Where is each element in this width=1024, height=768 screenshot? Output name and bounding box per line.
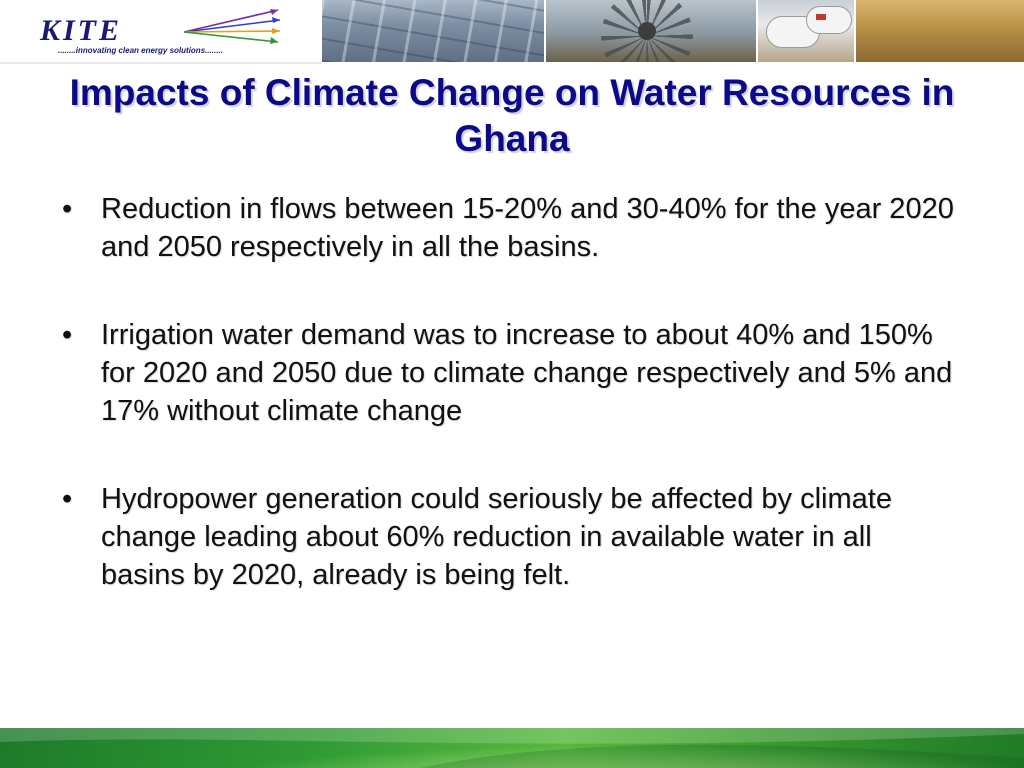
header-photo-strip <box>322 0 1024 62</box>
logo-tagline: ........innovating clean energy solution… <box>58 46 223 55</box>
logo-wordmark: KITE <box>40 14 123 47</box>
bullet-marker: • <box>62 319 73 351</box>
bullet-marker: • <box>62 483 73 515</box>
bullet-text: Hydropower generation could seriously be… <box>101 483 892 591</box>
solar-panel-photo <box>322 0 546 62</box>
header-banner: KITE ........innovating clean energy sol… <box>0 0 1024 64</box>
tank <box>806 6 852 34</box>
tank-logo-mark <box>816 14 826 20</box>
wind-turbine-photo <box>546 0 758 62</box>
kite-logo-arrows-icon <box>183 9 281 44</box>
kite-logo: KITE ........innovating clean energy sol… <box>0 0 322 64</box>
bullet-list: • Reduction in flows between 15-20% and … <box>60 190 960 644</box>
footer-band <box>0 728 1024 768</box>
bullet-text: Irrigation water demand was to increase … <box>101 319 953 427</box>
bullet-item: • Reduction in flows between 15-20% and … <box>60 190 960 266</box>
footer-swoosh <box>0 728 1024 768</box>
gas-tanks-photo <box>758 0 856 62</box>
bullet-item: • Irrigation water demand was to increas… <box>60 316 960 430</box>
turbine-hub <box>638 22 656 40</box>
bullet-item: • Hydropower generation could seriously … <box>60 480 960 594</box>
bullet-marker: • <box>62 193 73 225</box>
slide-title: Impacts of Climate Change on Water Resou… <box>69 72 955 159</box>
bullet-text: Reduction in flows between 15-20% and 30… <box>101 193 954 263</box>
field-photo <box>856 0 1024 62</box>
